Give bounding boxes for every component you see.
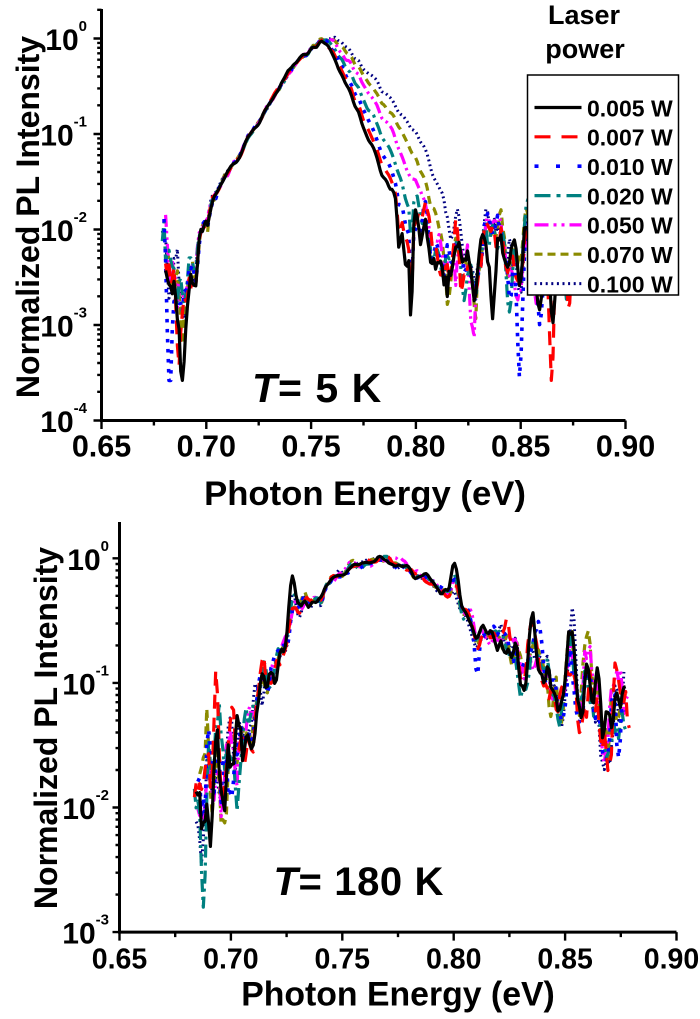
svg-text:Laser: Laser xyxy=(548,0,621,30)
svg-text:10-4: 10-4 xyxy=(40,400,87,439)
svg-text:0.010 W: 0.010 W xyxy=(587,154,673,180)
svg-text:0.90: 0.90 xyxy=(644,944,699,976)
svg-text:0.90: 0.90 xyxy=(596,430,655,464)
svg-text:0.70: 0.70 xyxy=(177,430,236,464)
svg-text:0.70: 0.70 xyxy=(203,944,258,976)
svg-text:100: 100 xyxy=(67,538,109,577)
svg-text:0.005 W: 0.005 W xyxy=(587,95,673,121)
svg-text:T= 5 K: T= 5 K xyxy=(252,365,382,411)
svg-text:0.020 W: 0.020 W xyxy=(587,183,673,209)
svg-text:0.75: 0.75 xyxy=(281,430,340,464)
svg-text:Normalized PL Intensity: Normalized PL Intensity xyxy=(28,547,64,909)
svg-text:0.070 W: 0.070 W xyxy=(587,242,673,268)
svg-text:10-3: 10-3 xyxy=(40,305,87,344)
svg-text:0.050 W: 0.050 W xyxy=(587,213,673,239)
svg-text:100: 100 xyxy=(45,18,87,57)
svg-text:0.75: 0.75 xyxy=(315,944,371,976)
svg-text:Photon Energy (eV): Photon Energy (eV) xyxy=(204,475,526,513)
svg-text:T= 180 K: T= 180 K xyxy=(274,860,444,904)
svg-text:power: power xyxy=(545,34,625,64)
svg-text:0.85: 0.85 xyxy=(537,944,593,976)
svg-text:0.007 W: 0.007 W xyxy=(587,125,673,151)
svg-text:0.80: 0.80 xyxy=(426,944,481,976)
svg-text:10-2: 10-2 xyxy=(40,209,87,248)
svg-text:10-3: 10-3 xyxy=(62,912,109,951)
svg-text:10-2: 10-2 xyxy=(62,787,109,826)
svg-text:0.65: 0.65 xyxy=(92,944,148,976)
svg-text:Normalized PL Intensity: Normalized PL Intensity xyxy=(10,36,46,398)
svg-text:Photon Energy (eV): Photon Energy (eV) xyxy=(241,976,555,1014)
svg-text:0.100 W: 0.100 W xyxy=(587,271,673,297)
svg-text:10-1: 10-1 xyxy=(40,114,87,153)
svg-text:0.85: 0.85 xyxy=(491,430,550,464)
svg-text:10-1: 10-1 xyxy=(62,662,109,701)
svg-text:0.80: 0.80 xyxy=(386,430,445,464)
svg-text:0.65: 0.65 xyxy=(72,430,131,464)
